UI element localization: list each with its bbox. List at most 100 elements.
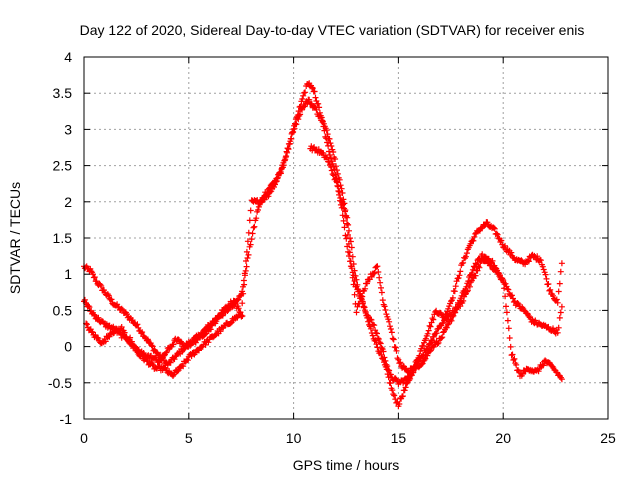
- data-point: [460, 259, 467, 266]
- data-point: [534, 253, 541, 260]
- data-point: [540, 362, 547, 369]
- data-point: [242, 272, 248, 279]
- data-point: [229, 304, 236, 311]
- data-point: [293, 121, 300, 128]
- data-point: [247, 207, 254, 214]
- data-point: [430, 316, 437, 323]
- data-point: [284, 149, 291, 156]
- data-point: [243, 258, 249, 264]
- x-tick-label: 10: [286, 430, 302, 446]
- data-point: [494, 269, 501, 276]
- data-point: [291, 125, 298, 132]
- x-tick-label: 20: [495, 430, 511, 446]
- data-point: [387, 326, 394, 332]
- data-point: [242, 267, 249, 274]
- y-tick-label: -0.5: [48, 375, 72, 391]
- data-point: [382, 357, 389, 364]
- data-point: [248, 236, 255, 243]
- data-point: [235, 296, 242, 303]
- y-tick-label: 4: [64, 49, 72, 65]
- data-point: [302, 89, 309, 96]
- data-point: [349, 253, 356, 260]
- data-point: [212, 331, 219, 338]
- data-point: [438, 335, 445, 342]
- data-point: [239, 313, 246, 319]
- data-point: [118, 305, 125, 312]
- data-point: [443, 324, 450, 331]
- data-point: [555, 324, 562, 331]
- data-points: [81, 80, 565, 410]
- data-point: [356, 300, 363, 307]
- data-point: [452, 283, 459, 290]
- y-tick-label: 0.5: [53, 302, 73, 318]
- data-point: [240, 290, 247, 297]
- data-point: [227, 320, 234, 327]
- data-point: [149, 343, 156, 350]
- data-point: [554, 299, 561, 306]
- data-point: [378, 351, 385, 358]
- data-point: [119, 306, 126, 313]
- data-point: [502, 242, 508, 249]
- data-point: [377, 279, 384, 286]
- data-point: [324, 154, 331, 161]
- data-point: [393, 399, 400, 406]
- data-point: [320, 150, 327, 157]
- data-point: [244, 238, 251, 245]
- data-point: [317, 112, 324, 119]
- data-point: [328, 167, 335, 174]
- data-point: [95, 314, 102, 321]
- data-point: [246, 217, 253, 224]
- data-point: [311, 144, 318, 151]
- data-point: [276, 169, 283, 176]
- data-point: [180, 363, 187, 370]
- data-point: [251, 223, 258, 230]
- data-point: [504, 317, 511, 324]
- data-point: [299, 96, 306, 102]
- data-point: [471, 233, 478, 240]
- data-point: [370, 270, 377, 277]
- data-point: [273, 178, 280, 185]
- data-point: [380, 348, 387, 355]
- data-point: [498, 237, 505, 244]
- data-point: [93, 278, 100, 285]
- data-point: [470, 237, 477, 244]
- data-point: [81, 296, 88, 303]
- data-point: [319, 117, 325, 124]
- data-point: [399, 393, 406, 400]
- data-point: [381, 303, 388, 310]
- data-point: [506, 335, 513, 341]
- data-point: [376, 274, 383, 281]
- data-point: [343, 213, 349, 220]
- data-point: [95, 335, 102, 342]
- data-point: [207, 326, 214, 333]
- data-point: [340, 217, 347, 224]
- data-point: [558, 260, 565, 267]
- data-point: [503, 309, 510, 316]
- data-point: [97, 281, 104, 288]
- data-point: [249, 230, 256, 237]
- data-point: [491, 225, 498, 232]
- data-point: [460, 297, 467, 304]
- data-point: [453, 278, 460, 285]
- data-point: [334, 182, 341, 189]
- data-point: [378, 289, 385, 296]
- data-point: [174, 368, 181, 375]
- data-point: [435, 339, 442, 346]
- data-point: [361, 307, 368, 314]
- data-point: [170, 341, 177, 348]
- y-tick-label: -1: [60, 411, 73, 427]
- data-point: [346, 249, 353, 256]
- data-point: [345, 221, 352, 228]
- data-point: [344, 231, 351, 238]
- chart-title: Day 122 of 2020, Sidereal Day-to-day VTE…: [80, 22, 585, 38]
- data-point: [421, 356, 428, 363]
- data-point: [285, 145, 291, 152]
- data-point: [306, 96, 313, 103]
- data-point: [444, 321, 451, 328]
- data-point: [396, 360, 403, 367]
- data-point: [91, 274, 98, 281]
- data-point: [448, 298, 454, 305]
- data-point: [347, 258, 354, 265]
- data-point: [371, 269, 378, 276]
- data-point: [277, 168, 284, 175]
